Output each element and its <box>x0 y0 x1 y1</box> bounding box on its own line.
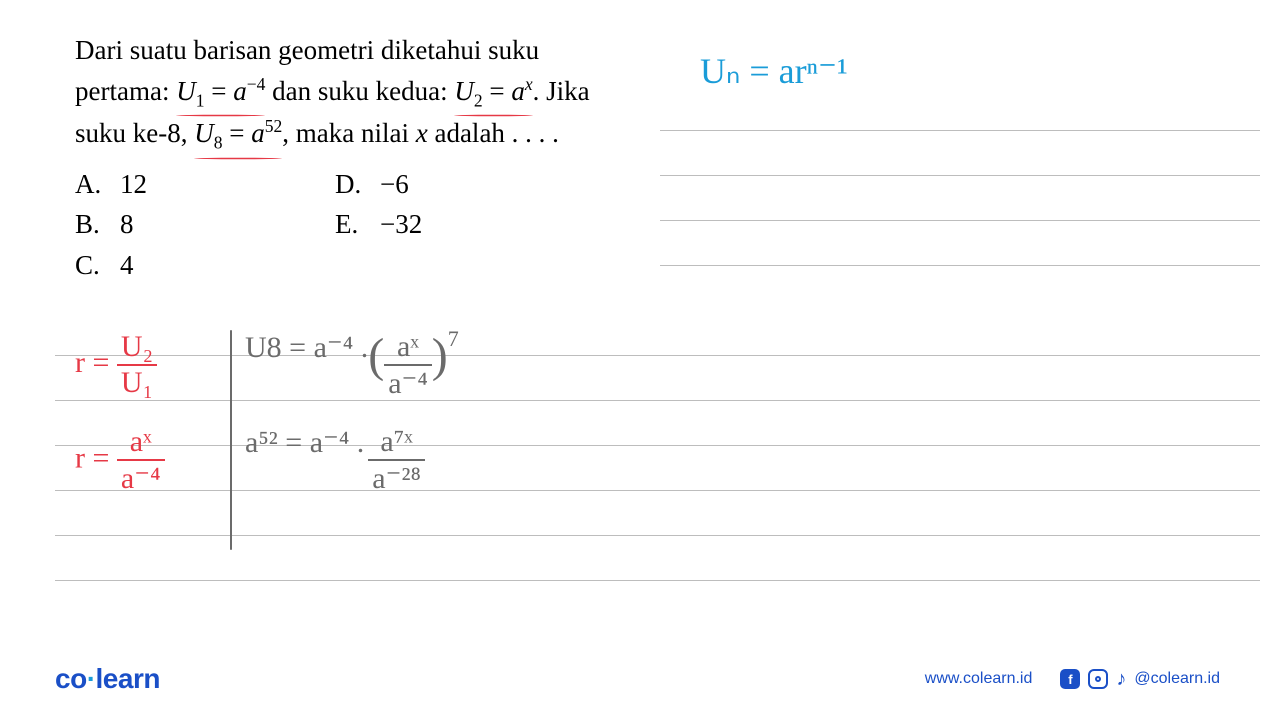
handwriting-blue-formula: Uₙ = arⁿ⁻¹ <box>700 50 848 92</box>
option-b: B. 8 <box>75 204 335 245</box>
answer-options: A. 12 D. −6 B. 8 E. −32 C. 4 <box>75 164 635 286</box>
question-text: Dari suatu barisan geometri diketahui su… <box>75 30 635 156</box>
ruled-lines-right <box>660 85 1280 365</box>
u8-expression: U8 = a52 <box>194 113 282 156</box>
handwriting-red-ratio-2: r = aˣ a⁻⁴ <box>75 425 165 496</box>
u2-expression: U2 = ax <box>454 71 532 114</box>
question-line-1: Dari suatu barisan geometri diketahui su… <box>75 30 635 71</box>
question-line-2: pertama: U1 = a−4 dan suku kedua: U2 = a… <box>75 71 635 114</box>
divider-vertical <box>230 330 232 550</box>
social-handle: @colearn.id <box>1134 670 1220 688</box>
option-d: D. −6 <box>335 164 409 205</box>
footer-url: www.colearn.id <box>925 670 1033 688</box>
u1-expression: U1 = a−4 <box>176 71 265 114</box>
handwriting-gray-u8: U8 = a⁻⁴ . ( aˣ a⁻⁴ ) 7 <box>245 330 459 401</box>
handwriting-red-ratio-1: r = U₂ U₁ <box>75 330 157 400</box>
option-c: C. 4 <box>75 245 335 286</box>
handwriting-gray-a52: a⁵² = a⁻⁴ . a⁷ˣ a⁻²⁸ <box>245 425 425 496</box>
footer: co·learn www.colearn.id f ♪ @colearn.id <box>0 663 1280 695</box>
option-a: A. 12 <box>75 164 335 205</box>
option-e: E. −32 <box>335 204 422 245</box>
instagram-icon <box>1088 669 1108 689</box>
brand-logo: co·learn <box>55 663 160 695</box>
ruled-lines-full <box>55 355 1260 635</box>
facebook-icon: f <box>1060 669 1080 689</box>
social-icons: f ♪ @colearn.id <box>1060 668 1220 691</box>
question-line-3: suku ke-8, U8 = a52, maka nilai x adalah… <box>75 113 635 156</box>
tiktok-icon: ♪ <box>1116 668 1126 691</box>
